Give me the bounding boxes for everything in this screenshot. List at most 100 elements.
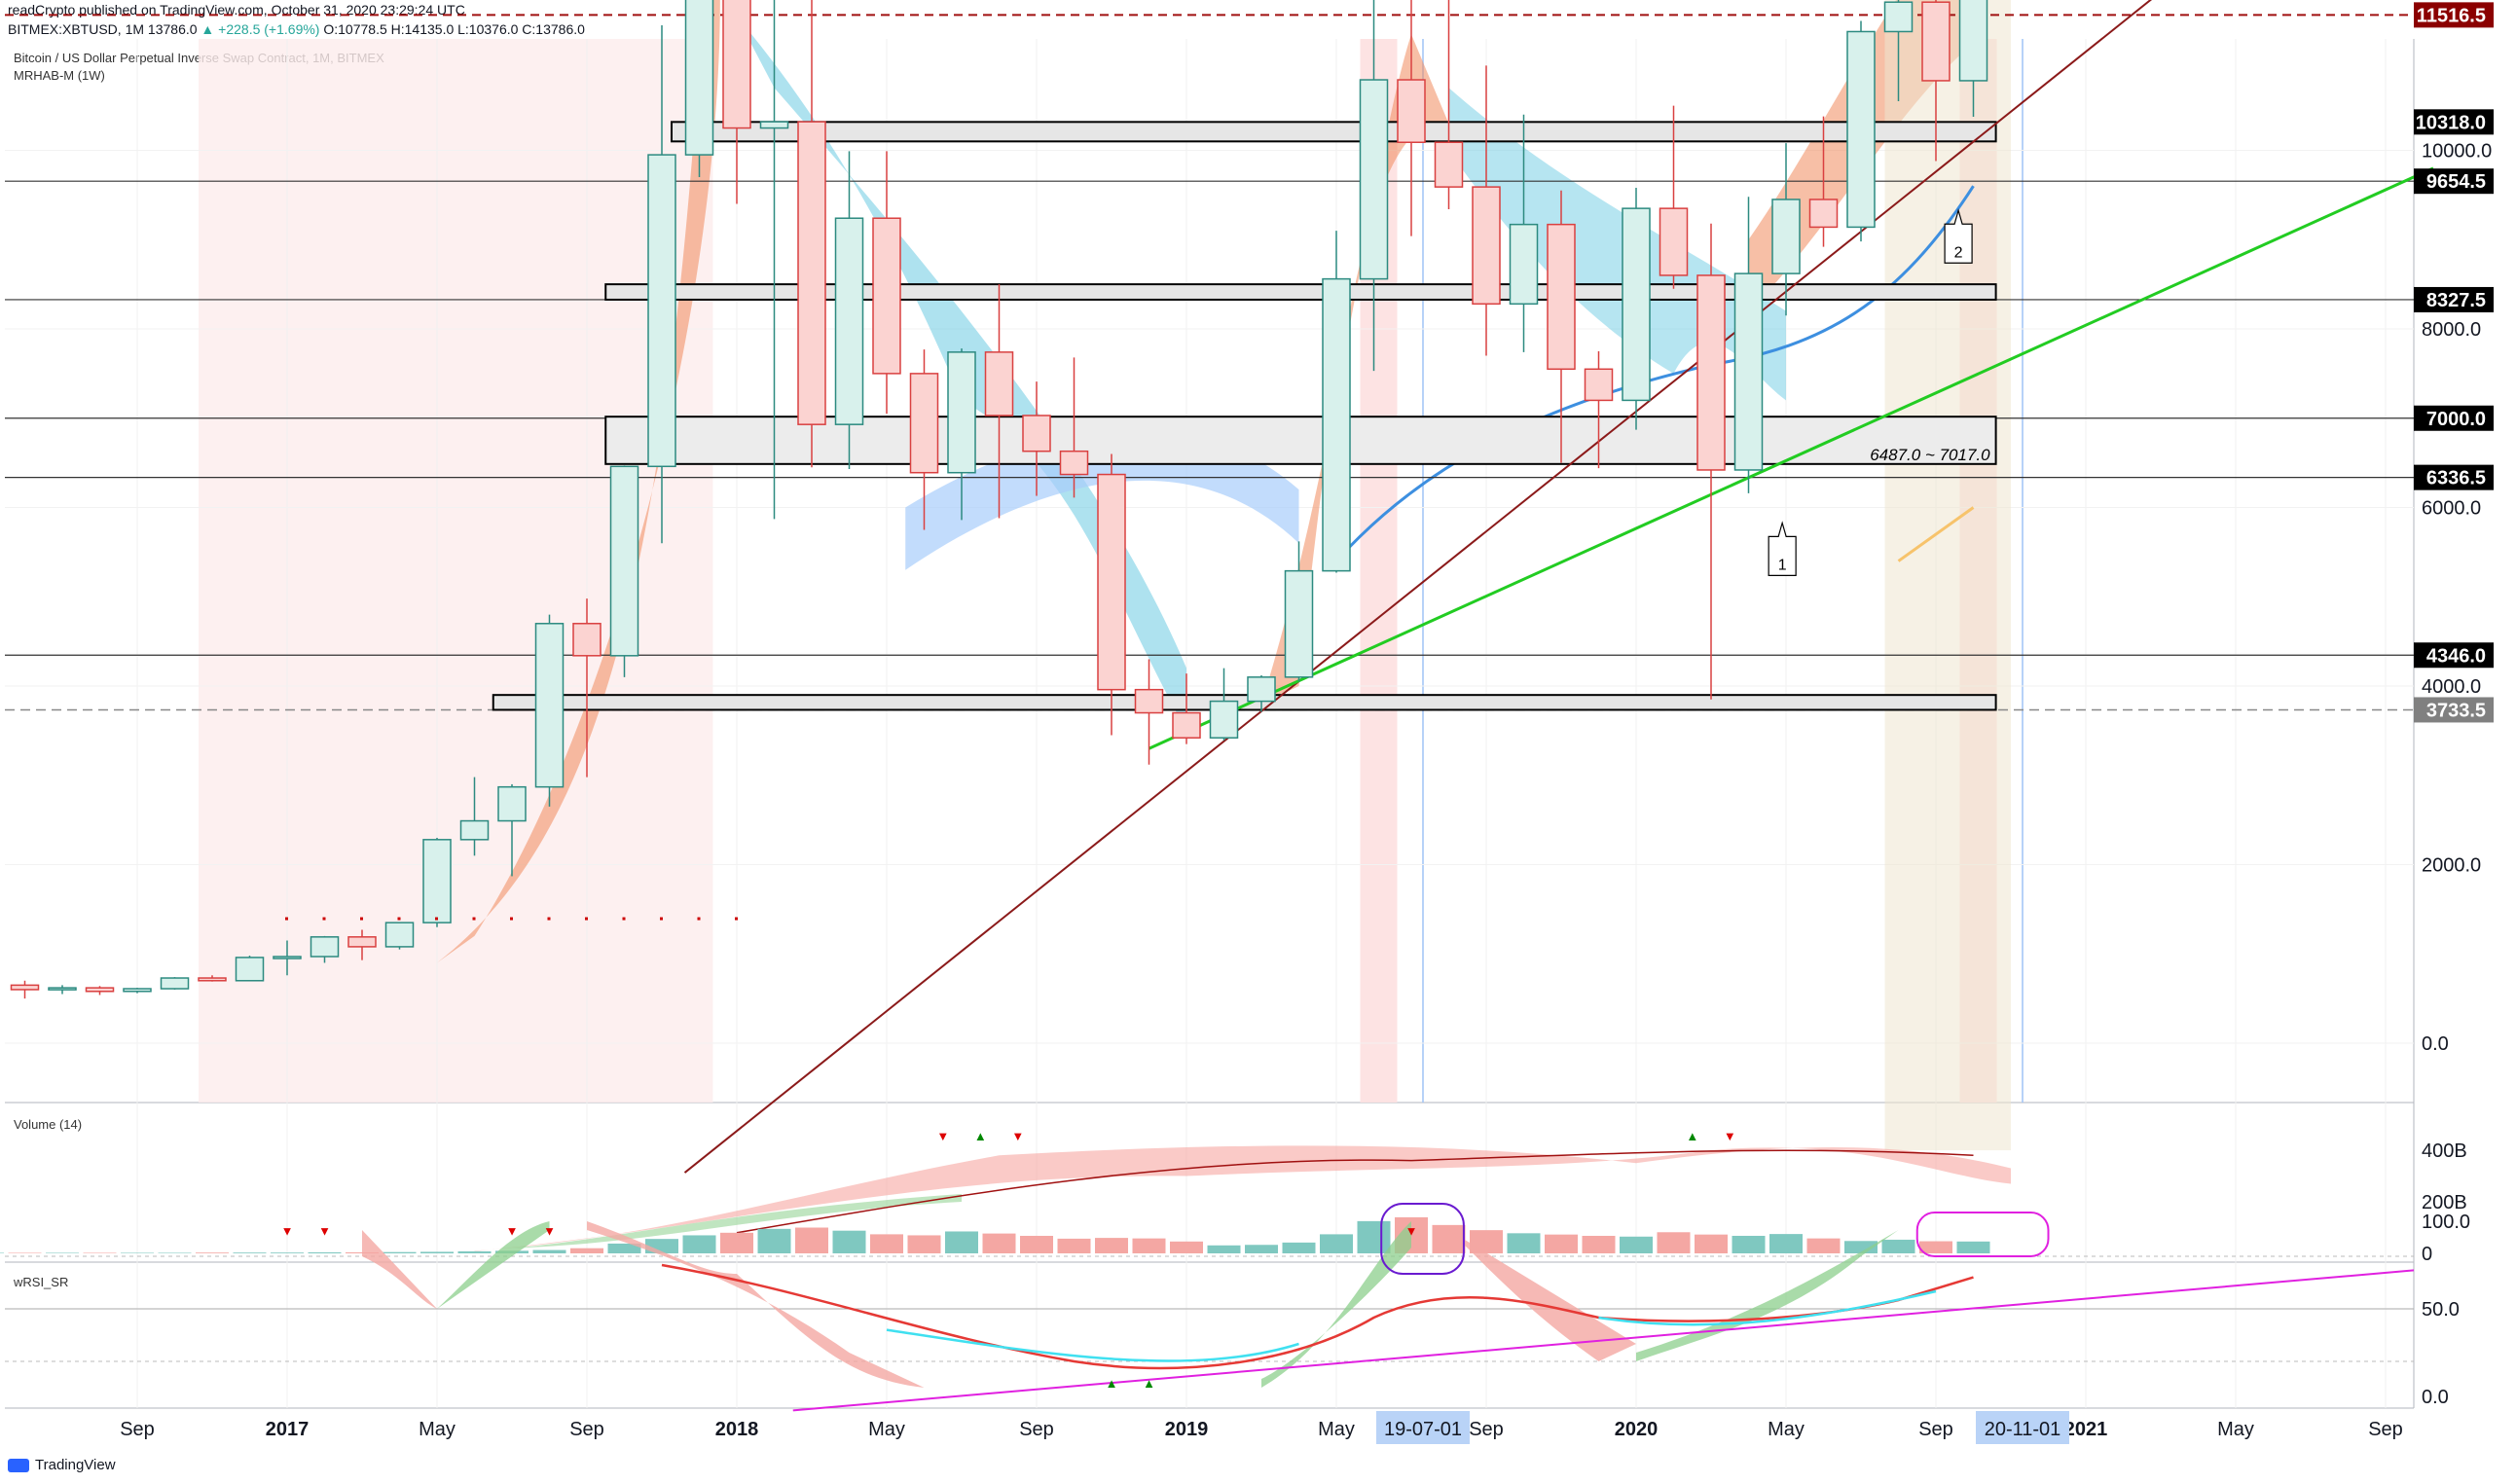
symbol-label[interactable]: BITMEX:XBTUSD, 1M	[8, 21, 145, 37]
rsi-signal-marker: ▲	[1143, 1376, 1155, 1391]
volume-bar	[1545, 1234, 1578, 1253]
candle-body	[123, 988, 152, 993]
volume-bar	[46, 1252, 79, 1253]
candle	[1284, 541, 1314, 682]
candle-body	[85, 987, 115, 993]
candle-body	[1059, 450, 1089, 476]
rsi-signal-line-cyan	[886, 1289, 1937, 1362]
candle-body	[722, 0, 751, 129]
rsi-band-red	[362, 1230, 437, 1309]
time-tick-label: 2021	[2064, 1419, 2108, 1440]
volume-bar	[870, 1234, 903, 1253]
volume-bar	[1582, 1235, 1616, 1253]
time-tick-label: Sep	[2368, 1419, 2403, 1440]
rsi-highlight-ellipse	[1915, 1212, 2050, 1257]
zone-rect	[671, 121, 1997, 143]
candle	[759, 0, 789, 520]
rsi-band-green	[437, 1221, 550, 1309]
volume-bar	[945, 1231, 978, 1253]
rsi-highlight-ellipse	[1380, 1203, 1465, 1275]
volume-bar	[757, 1228, 791, 1253]
volume-bar	[1732, 1235, 1766, 1253]
volume-signal-marker: ▲	[974, 1129, 987, 1143]
candle-body	[48, 987, 77, 991]
volume-bar	[1806, 1238, 1841, 1253]
volume-bar	[158, 1252, 192, 1253]
candle-body	[1883, 1, 1914, 33]
signal-dot	[735, 917, 738, 921]
candle-body	[459, 819, 490, 841]
signal-dot	[472, 917, 476, 921]
candle	[1097, 453, 1126, 736]
candle	[909, 349, 939, 530]
price-tick-label: 2000.0	[2422, 855, 2481, 877]
volume-bar	[1919, 1241, 1952, 1253]
volume-signal-marker: ▲	[1686, 1129, 1698, 1143]
candle	[85, 986, 115, 995]
candle-body	[1322, 277, 1351, 572]
candle-body	[1434, 141, 1464, 188]
candle-body	[1097, 473, 1126, 691]
volume-signal-marker: ▼	[936, 1129, 949, 1143]
candle-body	[1696, 274, 1726, 471]
candle	[1509, 114, 1539, 352]
candle	[722, 0, 751, 204]
volume-band	[474, 1145, 2011, 1251]
tradingview-branding: TradingView	[8, 1457, 116, 1473]
callout-bubble	[1944, 208, 1973, 264]
rsi-signal-marker: ▼	[543, 1223, 556, 1238]
candle-body	[1247, 676, 1276, 703]
rsi-band-green	[1636, 1230, 1899, 1361]
candle-body	[1921, 1, 1951, 82]
volume-bar	[1657, 1232, 1691, 1253]
candle-body	[759, 121, 789, 129]
price-change: ▲ +228.5 (+1.69%)	[201, 21, 320, 37]
candle	[984, 284, 1014, 519]
rsi-signal-marker: ▼	[318, 1223, 331, 1238]
time-axis-highlight-label: 19-07-01	[1384, 1419, 1462, 1440]
price-axis-badge-label: 11516.5	[2417, 5, 2486, 26]
volume-bar	[1695, 1234, 1728, 1253]
indicator-legend[interactable]: MRHAB-M (1W)	[14, 68, 105, 83]
candle-body	[909, 373, 939, 474]
time-tick-label: May	[2217, 1419, 2254, 1440]
candle-body	[1958, 0, 1988, 82]
volume-legend[interactable]: Volume (14)	[14, 1117, 83, 1132]
candle-body	[534, 623, 565, 788]
volume-bar	[383, 1251, 417, 1253]
time-tick-label: Sep	[1918, 1419, 1953, 1440]
candle-body	[1397, 79, 1426, 143]
volume-bar	[1282, 1242, 1316, 1253]
time-tick-label: Sep	[120, 1419, 155, 1440]
candle-body	[797, 121, 826, 425]
time-tick-label: May	[868, 1419, 905, 1440]
candle	[947, 348, 976, 521]
volume-bar	[1470, 1230, 1503, 1253]
volume-bar	[1095, 1238, 1128, 1253]
candle	[1209, 668, 1239, 741]
candle	[497, 783, 527, 877]
rsi-band-green	[1261, 1221, 1411, 1388]
branding-label: TradingView	[35, 1457, 116, 1473]
price-axis-badge-label: 6336.5	[2426, 468, 2486, 489]
rsi-legend[interactable]: wRSI_SR	[14, 1275, 69, 1289]
price-axis-badge	[2414, 2, 2494, 28]
time-axis-highlight	[1376, 1411, 1470, 1444]
candle	[647, 25, 676, 544]
price-axis-badge	[2414, 405, 2494, 431]
candle	[48, 985, 77, 995]
volume-bar	[1320, 1234, 1353, 1253]
candle-body	[872, 217, 901, 375]
signal-dot	[585, 917, 588, 921]
candle	[422, 837, 452, 927]
volume-bar	[196, 1252, 229, 1253]
volume-tick-label: 200B	[2422, 1192, 2467, 1213]
candle-body	[1547, 223, 1576, 371]
tradingview-logo-icon	[8, 1458, 29, 1472]
candle	[797, 0, 826, 468]
candle-body	[347, 936, 377, 948]
volume-bar	[1620, 1236, 1653, 1253]
volume-signal-marker: ▼	[1724, 1129, 1736, 1143]
time-tick-label: Sep	[1469, 1419, 1504, 1440]
